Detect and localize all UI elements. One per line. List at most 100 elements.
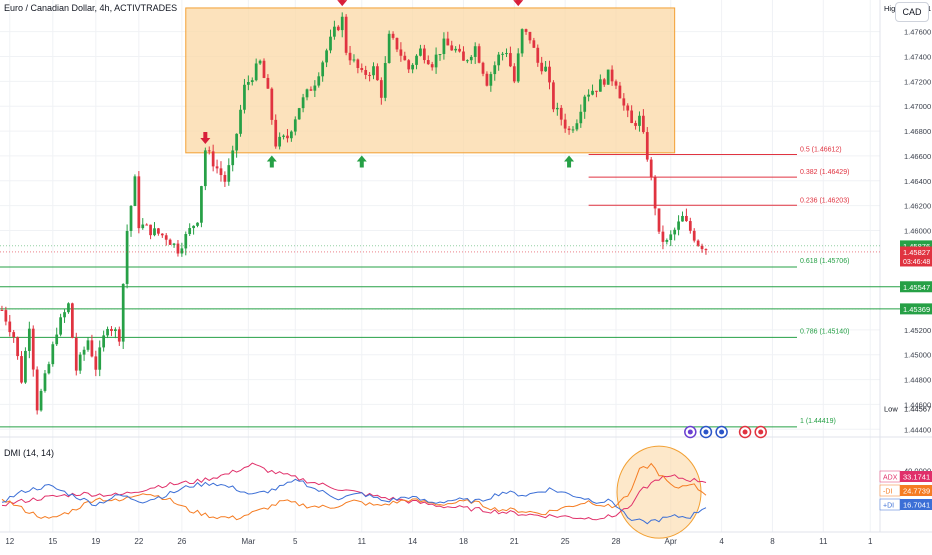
candle-body bbox=[102, 335, 106, 348]
price-tag-2 bbox=[900, 281, 932, 293]
candle-body bbox=[626, 105, 630, 111]
low-value: 1.44567 bbox=[904, 405, 931, 414]
candle-body bbox=[704, 249, 708, 251]
candle-body bbox=[489, 74, 493, 86]
dmi-value-tag-0 bbox=[900, 471, 932, 482]
candle-body bbox=[114, 329, 117, 331]
fib-label-4: 0.786 (1.45140) bbox=[800, 328, 849, 335]
candle-body bbox=[305, 89, 309, 98]
time-tick-2: 19 bbox=[91, 537, 100, 546]
time-tick-15: 8 bbox=[770, 537, 775, 546]
time-tick-11: 25 bbox=[561, 537, 570, 546]
candle-body bbox=[78, 354, 82, 371]
time-tick-14: 4 bbox=[719, 537, 724, 546]
candle-body bbox=[286, 135, 289, 139]
price-tag-text-3: 1.45369 bbox=[903, 305, 930, 314]
event-icon-dot-2 bbox=[719, 429, 725, 435]
candle-body bbox=[172, 243, 176, 245]
candle-body bbox=[512, 66, 516, 82]
price-tick-0: 1.47600 bbox=[904, 28, 931, 37]
indicator-label[interactable]: DMI (14, 14) bbox=[4, 448, 55, 458]
candle-body bbox=[563, 119, 567, 129]
candle-body bbox=[321, 62, 325, 77]
candle-body bbox=[153, 228, 156, 236]
candle-body bbox=[200, 186, 203, 223]
candle-body bbox=[0, 309, 4, 311]
time-tick-1: 15 bbox=[48, 537, 57, 546]
up-arrow-marker-3 bbox=[266, 155, 277, 168]
time-tick-8: 14 bbox=[408, 537, 417, 546]
currency-button[interactable]: CAD bbox=[895, 2, 929, 22]
candle-body bbox=[215, 166, 219, 169]
price-tick-5: 1.46600 bbox=[904, 152, 931, 161]
candle-body bbox=[477, 46, 481, 63]
candle-body bbox=[258, 60, 262, 64]
candle-body bbox=[94, 356, 98, 370]
candle-body bbox=[254, 63, 258, 81]
candle-body bbox=[223, 175, 227, 182]
up-arrow-marker-4 bbox=[356, 155, 367, 168]
candle-body bbox=[364, 70, 368, 75]
candle-body bbox=[403, 55, 407, 61]
candle-body bbox=[493, 65, 497, 75]
candle-body bbox=[630, 110, 634, 124]
candle-body bbox=[450, 45, 454, 51]
candle-body bbox=[505, 53, 508, 55]
candle-body bbox=[602, 79, 606, 85]
candle-body bbox=[125, 230, 129, 284]
candle-body bbox=[595, 90, 598, 92]
candle-body bbox=[203, 150, 207, 187]
dmi-value-text-1: 24.7739 bbox=[903, 487, 930, 496]
candle-body bbox=[368, 74, 371, 76]
candle-body bbox=[524, 29, 528, 32]
dmi-legend-name-2: +DI bbox=[883, 503, 894, 510]
candle-body bbox=[469, 56, 473, 61]
candle-body bbox=[379, 80, 383, 98]
candle-body bbox=[649, 159, 653, 178]
time-tick-10: 21 bbox=[510, 537, 519, 546]
candle-body bbox=[4, 310, 8, 322]
candle-body bbox=[677, 221, 680, 230]
candle-body bbox=[184, 234, 188, 249]
candle-body bbox=[583, 96, 587, 112]
candle-body bbox=[419, 48, 422, 56]
price-tag-1 bbox=[900, 246, 932, 267]
candle-body bbox=[246, 82, 250, 85]
candle-body bbox=[673, 229, 677, 235]
candle-body bbox=[129, 205, 133, 231]
candle-body bbox=[571, 129, 575, 131]
candle-body bbox=[344, 16, 348, 53]
price-tick-2: 1.47200 bbox=[904, 77, 931, 86]
candle-body bbox=[168, 239, 172, 245]
candle-body bbox=[86, 340, 90, 350]
time-tick-5: Mar bbox=[241, 537, 255, 546]
candle-body bbox=[642, 115, 645, 133]
candle-body bbox=[336, 26, 340, 31]
candle-body bbox=[591, 90, 594, 95]
candle-body bbox=[348, 52, 352, 61]
candle-body bbox=[422, 48, 426, 61]
candle-body bbox=[301, 97, 305, 109]
price-tag-text-0: 1.45876 bbox=[903, 242, 930, 251]
price-tick-7: 1.46200 bbox=[904, 202, 931, 211]
candle-body bbox=[340, 16, 344, 31]
candle-body bbox=[618, 85, 622, 99]
candle-body bbox=[442, 38, 446, 55]
candle-body bbox=[51, 344, 55, 365]
candle-body bbox=[587, 94, 590, 97]
price-tick-1: 1.47400 bbox=[904, 53, 931, 62]
candle-body bbox=[415, 55, 418, 65]
candle-body bbox=[137, 176, 141, 229]
candle-body bbox=[121, 283, 125, 342]
candle-body bbox=[149, 224, 152, 236]
candle-body bbox=[622, 98, 626, 106]
candle-body bbox=[16, 337, 19, 357]
dmi-series-di-line bbox=[1, 462, 707, 521]
candle-body bbox=[395, 37, 399, 50]
candle-body bbox=[485, 73, 489, 86]
candle-body bbox=[544, 66, 547, 72]
candle-body bbox=[31, 328, 35, 370]
candle-body bbox=[12, 332, 16, 338]
candle-body bbox=[278, 136, 282, 147]
